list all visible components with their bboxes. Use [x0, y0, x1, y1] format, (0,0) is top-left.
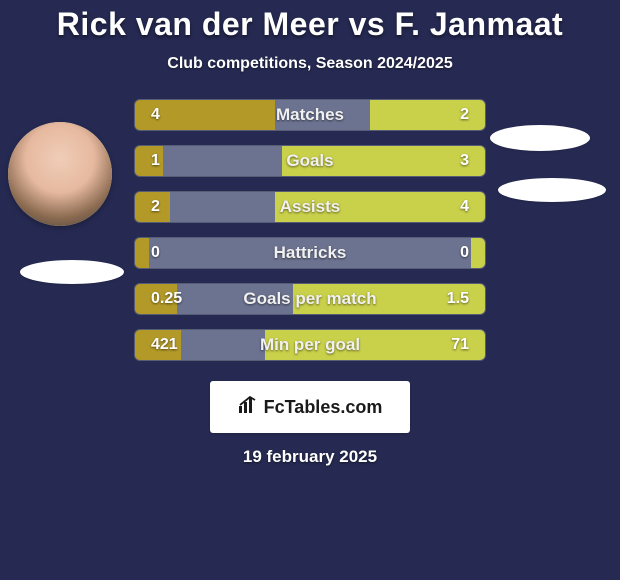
- stat-value-left: 4: [135, 106, 215, 124]
- stat-label: Goals per match: [215, 289, 405, 309]
- stat-value-right: 2: [405, 106, 485, 124]
- subtitle: Club competitions, Season 2024/2025: [0, 55, 620, 73]
- stat-label: Matches: [215, 105, 405, 125]
- stat-row: 421Min per goal71: [134, 329, 486, 361]
- stat-value-left: 0: [135, 244, 215, 262]
- brand-text: FcTables.com: [264, 397, 383, 418]
- stat-row: 2Assists4: [134, 191, 486, 223]
- decorative-blob: [498, 178, 606, 202]
- date-text: 19 february 2025: [0, 447, 620, 467]
- stat-value-right: 4: [405, 198, 485, 216]
- stat-value-right: 71: [405, 336, 485, 354]
- decorative-blob: [20, 260, 124, 284]
- stat-label: Hattricks: [215, 243, 405, 263]
- stat-row: 0Hattricks0: [134, 237, 486, 269]
- chart-bar-icon: [238, 396, 258, 419]
- chart-bar-svg: [238, 396, 258, 414]
- stat-row: 4Matches2: [134, 99, 486, 131]
- stat-row: 1Goals3: [134, 145, 486, 177]
- stat-value-right: 1.5: [405, 290, 485, 308]
- stat-label: Goals: [215, 151, 405, 171]
- stat-value-right: 3: [405, 152, 485, 170]
- stat-value-right: 0: [405, 244, 485, 262]
- stat-row: 0.25Goals per match1.5: [134, 283, 486, 315]
- avatar-placeholder: [8, 122, 112, 226]
- stat-label: Min per goal: [215, 335, 405, 355]
- page-title: Rick van der Meer vs F. Janmaat: [0, 6, 620, 43]
- stat-value-left: 1: [135, 152, 215, 170]
- comparison-card: Rick van der Meer vs F. Janmaat Club com…: [0, 0, 620, 580]
- player-left-avatar: [8, 122, 112, 226]
- decorative-blob: [490, 125, 590, 151]
- stat-value-left: 0.25: [135, 290, 215, 308]
- stat-label: Assists: [215, 197, 405, 217]
- stat-value-left: 2: [135, 198, 215, 216]
- stat-value-left: 421: [135, 336, 215, 354]
- brand-badge[interactable]: FcTables.com: [210, 381, 410, 433]
